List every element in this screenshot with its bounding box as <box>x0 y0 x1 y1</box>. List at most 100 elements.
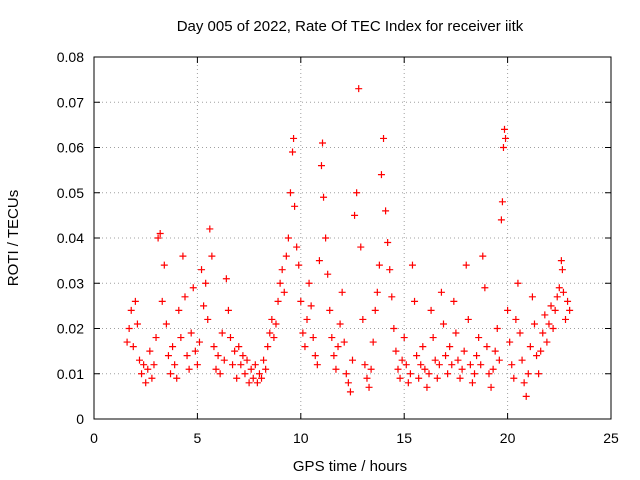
data-point <box>353 189 361 197</box>
data-point <box>435 361 443 369</box>
data-point <box>313 361 321 369</box>
data-point <box>218 329 226 337</box>
data-point <box>264 343 272 351</box>
data-point <box>193 361 201 369</box>
data-point <box>400 334 408 342</box>
y-axis-label: ROTI / TECUs <box>5 190 22 286</box>
data-point <box>160 261 168 269</box>
y-tick-label: 0.02 <box>57 321 84 337</box>
data-point <box>468 379 476 387</box>
data-point <box>533 352 541 360</box>
data-point <box>530 320 538 328</box>
data-point <box>253 379 261 387</box>
data-point <box>224 306 232 314</box>
data-point <box>406 370 414 378</box>
data-point <box>235 343 243 351</box>
data-point <box>239 352 247 360</box>
data-point <box>226 334 234 342</box>
data-point <box>475 334 483 342</box>
data-point <box>200 302 208 310</box>
data-point <box>557 257 565 265</box>
data-point <box>437 288 445 296</box>
data-point <box>429 334 437 342</box>
data-point <box>423 383 431 391</box>
data-point <box>551 306 559 314</box>
data-points <box>123 85 574 400</box>
data-point <box>489 365 497 373</box>
data-point <box>485 370 493 378</box>
data-point <box>539 329 547 337</box>
data-point <box>247 365 255 373</box>
data-point <box>500 125 508 133</box>
data-point <box>558 266 566 274</box>
data-point <box>522 392 530 400</box>
data-point <box>270 334 278 342</box>
data-point <box>255 370 263 378</box>
data-point <box>491 347 499 355</box>
data-point <box>290 134 298 142</box>
data-point <box>241 370 249 378</box>
data-point <box>154 234 162 242</box>
data-point <box>340 338 348 346</box>
data-point <box>208 252 216 260</box>
data-point <box>156 229 164 237</box>
data-point <box>258 374 266 382</box>
data-point <box>278 266 286 274</box>
data-point <box>291 202 299 210</box>
data-point <box>427 306 435 314</box>
data-point <box>268 315 276 323</box>
data-point <box>249 374 257 382</box>
data-point <box>131 297 139 305</box>
data-point <box>144 365 152 373</box>
data-point <box>266 329 274 337</box>
data-point <box>375 261 383 269</box>
data-point <box>125 325 133 332</box>
chart-title: Day 005 of 2022, Rate Of TEC Index for r… <box>177 18 524 35</box>
data-point <box>479 252 487 260</box>
data-point <box>481 284 489 292</box>
data-point <box>402 361 410 369</box>
x-tick-label: 5 <box>194 430 202 446</box>
data-point <box>338 288 346 296</box>
data-point <box>373 288 381 296</box>
data-point <box>334 343 342 351</box>
data-point <box>466 361 474 369</box>
data-point <box>562 315 570 323</box>
data-point <box>535 370 543 378</box>
data-point <box>150 361 158 369</box>
data-point <box>439 320 447 328</box>
data-point <box>444 370 452 378</box>
x-tick-label: 20 <box>500 430 516 446</box>
data-point <box>417 361 425 369</box>
data-point <box>464 315 472 323</box>
data-point <box>301 343 309 351</box>
data-point <box>363 374 371 382</box>
data-point <box>497 216 505 224</box>
data-point <box>251 361 259 369</box>
data-point <box>127 306 135 314</box>
data-point <box>152 334 160 342</box>
data-point <box>324 270 332 278</box>
x-tick-label: 25 <box>603 430 619 446</box>
data-point <box>164 352 172 360</box>
data-point <box>460 347 468 355</box>
data-point <box>175 306 183 314</box>
data-point <box>398 356 406 364</box>
y-tick-label: 0.06 <box>57 140 84 156</box>
data-point <box>212 365 220 373</box>
data-point <box>299 329 307 337</box>
y-tick-label: 0.08 <box>57 49 84 65</box>
data-point <box>169 343 177 351</box>
data-point <box>328 334 336 342</box>
data-point <box>274 297 282 305</box>
data-point <box>204 315 212 323</box>
data-point <box>173 374 181 382</box>
data-point <box>322 234 330 242</box>
data-point <box>508 361 516 369</box>
data-point <box>295 261 303 269</box>
data-point <box>404 379 412 387</box>
data-point <box>415 374 423 382</box>
data-point <box>450 297 458 305</box>
data-point <box>231 347 239 355</box>
